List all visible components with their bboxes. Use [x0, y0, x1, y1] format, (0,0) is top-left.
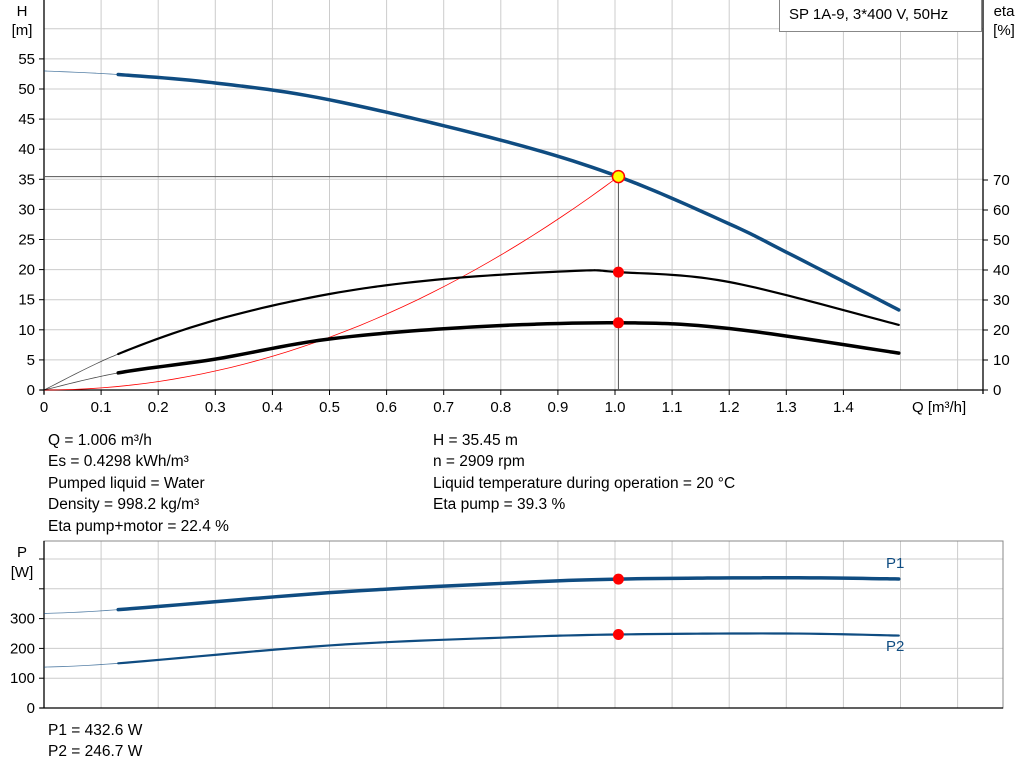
p1-curve: [116, 576, 901, 612]
p1-curve-extrapolated: [43, 609, 119, 614]
x-tick-label: 1.1: [662, 399, 683, 416]
x-tick-label: 0.4: [262, 399, 283, 416]
y-axis-label: H: [17, 3, 28, 20]
head-duty-marker: [611, 169, 626, 184]
x-tick-label: 1.3: [776, 399, 797, 416]
p1-label: P1: [886, 555, 904, 572]
x-tick-label: 0.1: [91, 399, 112, 416]
y-tick-label: 35: [18, 171, 35, 188]
head-chart-curves: [43, 70, 901, 391]
y-tick-label: 30: [18, 201, 35, 218]
y-tick-label: 100: [10, 670, 35, 687]
info-speed: n = 2909 rpm: [433, 453, 525, 471]
y2-tick-label: 0: [993, 382, 1001, 399]
y2-tick-label: 30: [993, 292, 1010, 309]
y-tick-label: 10: [18, 322, 35, 339]
y-axis-unit: [W]: [11, 564, 34, 581]
p2-label: P2: [886, 638, 904, 655]
p2-curve-extrapolated: [43, 662, 119, 668]
x-tick-label: 0.3: [205, 399, 226, 416]
power-chart-grid: [44, 541, 1003, 708]
x-tick-label: 0.2: [148, 399, 169, 416]
eta-pump-curve: [117, 269, 900, 356]
y-tick-label: 5: [27, 352, 35, 369]
p2-duty-marker: [612, 628, 624, 640]
info-eta-pump: Eta pump = 39.3 %: [433, 496, 566, 514]
p2-curve: [117, 632, 900, 665]
x-tick-label: 1.0: [605, 399, 626, 416]
eta-pump-curve-extrapolated: [43, 353, 119, 391]
y-tick-label: 15: [18, 292, 35, 309]
x-tick-label: 1.4: [833, 399, 854, 416]
y2-tick-label: 60: [993, 202, 1010, 219]
head-chart-grid: [44, 0, 983, 390]
power-chart-curves: P1 P2: [43, 555, 904, 668]
info-energy: Es = 0.4298 kWh/m³: [48, 453, 189, 471]
y-tick-label: 20: [18, 262, 35, 279]
y-tick-label: 0: [27, 382, 35, 399]
x-tick-label: 0.9: [547, 399, 568, 416]
x-tick-label: 1.2: [719, 399, 740, 416]
eta-total-duty-marker: [612, 317, 624, 329]
x-tick-label: 0.5: [319, 399, 340, 416]
info-p2: P2 = 246.7 W: [48, 743, 143, 761]
info-eta-total: Eta pump+motor = 22.4 %: [48, 517, 229, 535]
x-axis-label: Q [m³/h]: [912, 399, 966, 416]
pump-legend: SP 1A-9, 3*400 V, 50Hz: [779, 0, 982, 32]
y-axis-label: P: [17, 544, 27, 561]
eta-pump-motor-curve-extrapolated: [43, 372, 119, 391]
info-temperature: Liquid temperature during operation = 20…: [433, 474, 736, 492]
info-density: Density = 998.2 kg/m³: [48, 496, 200, 514]
y2-tick-label: 20: [993, 322, 1010, 339]
info-head: H = 35.45 m: [433, 432, 518, 449]
x-tick-label: 0.6: [376, 399, 397, 416]
y2-tick-label: 50: [993, 232, 1010, 249]
info-p1: P1 = 432.6 W: [48, 722, 143, 739]
y-tick-label: 25: [18, 232, 35, 249]
y-axis-unit: [m]: [12, 22, 33, 39]
y2-tick-label: 70: [993, 172, 1010, 189]
eta-pump-motor-curve: [116, 321, 901, 375]
p1-duty-marker: [612, 573, 624, 585]
power-chart-axes: 0 100 200 300 P [W]: [10, 540, 1004, 717]
info-flow: Q = 1.006 m³/h: [48, 432, 152, 449]
head-chart-axes: 0 0.1 0.2 0.3 0.4 0.5 0.6 0.7 0.8 0.9 1.0 1.1 1.2 1.3…: [12, 0, 1016, 416]
y-tick-label: 300: [10, 611, 35, 628]
y2-axis-unit: [%]: [993, 22, 1015, 39]
power-chart-frame: [43, 540, 1004, 709]
y2-tick-label: 10: [993, 352, 1010, 369]
y-tick-label: 50: [18, 81, 35, 98]
y-tick-label: 45: [18, 111, 35, 128]
y-tick-label: 0: [27, 700, 35, 717]
y-tick-label: 200: [10, 640, 35, 657]
x-tick-label: 0: [40, 399, 48, 416]
y2-tick-label: 40: [993, 262, 1010, 279]
system-curve: [43, 176, 619, 391]
eta-pump-duty-marker: [612, 266, 624, 278]
x-tick-label: 0.8: [490, 399, 511, 416]
head-curve: [116, 72, 901, 312]
y2-axis-label: eta: [994, 3, 1016, 20]
info-power: P1 = 432.6 W P2 = 246.7 W: [48, 720, 142, 763]
head-curve-extrapolated: [43, 70, 119, 75]
info-left: Q = 1.006 m³/h Es = 0.4298 kWh/m³ Pumped…: [48, 430, 229, 537]
y-tick-label: 55: [18, 51, 35, 68]
info-liquid: Pumped liquid = Water: [48, 474, 205, 492]
info-right: H = 35.45 m n = 2909 rpm Liquid temperat…: [433, 430, 735, 516]
y-tick-label: 40: [18, 141, 35, 158]
x-tick-label: 0.7: [433, 399, 454, 416]
